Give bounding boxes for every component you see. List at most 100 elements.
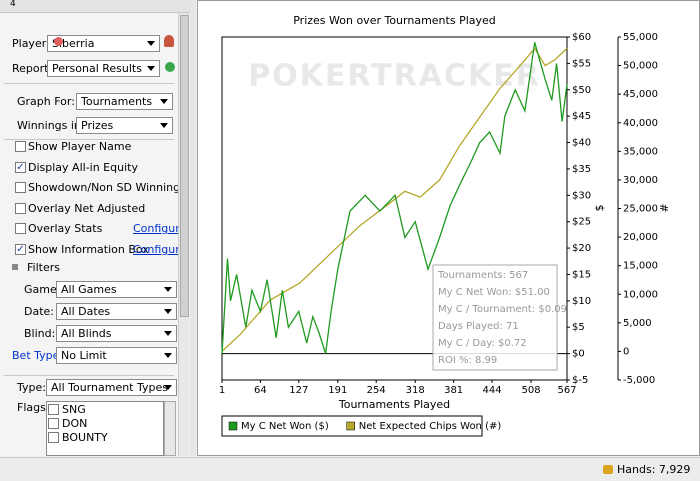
field-label: Game: [24, 283, 61, 296]
field-label[interactable]: Bet Type: [12, 349, 64, 362]
y-tick-label: $10 [572, 296, 591, 307]
player-icon [54, 37, 63, 46]
flag-list[interactable] [46, 401, 164, 456]
chips-icon [603, 465, 613, 474]
info-line: My C Net Won: $51.00 [438, 287, 550, 298]
y2-tick-label: -5,000 [623, 375, 655, 386]
flag-label[interactable]: BOUNTY [62, 431, 108, 444]
x-axis-label: Tournaments Played [338, 398, 450, 411]
splitter[interactable] [190, 0, 196, 456]
checkbox[interactable] [15, 223, 26, 235]
checkbox-label[interactable]: Overlay Net Adjusted [28, 201, 146, 215]
dropdown[interactable]: All Dates [56, 303, 177, 320]
y2-tick-label: 0 [623, 346, 629, 357]
flag-label[interactable]: SNG [62, 403, 86, 416]
configure-link[interactable]: Configure [133, 222, 187, 236]
checkbox[interactable] [15, 202, 26, 214]
y2-tick-label: 10,000 [623, 289, 658, 300]
info-line: Days Played: 71 [438, 321, 519, 332]
y-tick-label: $40 [572, 138, 591, 149]
y-tick-label: $45 [572, 111, 591, 122]
y-tick-label: $5 [572, 322, 585, 333]
legend-swatch [228, 421, 238, 431]
chart: Prizes Won over Tournaments Played POKERT… [197, 0, 700, 456]
info-line: My C / Day: $0.72 [438, 338, 527, 349]
hands-count: Hands: 7,929 [617, 463, 691, 476]
configure-link[interactable]: Configure [133, 243, 187, 256]
y-tick-label: $30 [572, 190, 591, 201]
info-box: Tournaments: 567 My C Net Won: $51.00 My C… [432, 264, 567, 371]
series-line [221, 47, 568, 352]
y2-axis-label: # [658, 203, 671, 212]
x-tick-label: 381 [444, 385, 463, 396]
x-tick-label: 254 [367, 385, 386, 396]
checkbox[interactable] [48, 404, 59, 415]
x-tick-label: 444 [482, 385, 501, 396]
y-tick-label: $-5 [572, 375, 588, 386]
separator [4, 139, 174, 140]
y2-tick-label: 40,000 [623, 118, 658, 129]
y2-tick-label: 50,000 [623, 61, 658, 72]
checkbox[interactable]: ✓ [15, 161, 26, 173]
checkbox-label[interactable]: Show Information Box [28, 243, 149, 256]
legend-label: My C Net Won ($) [241, 421, 329, 432]
checkbox[interactable] [15, 182, 26, 194]
dropdown[interactable]: All Tournament Types [46, 379, 177, 396]
x-tick-label: 567 [557, 385, 576, 396]
dropdown[interactable]: All Games [56, 281, 177, 298]
info-line: Tournaments: 567 [437, 270, 528, 281]
y-tick-label: $15 [572, 269, 591, 280]
dropdown[interactable]: All Blinds [56, 325, 177, 342]
y2-tick-label: 35,000 [623, 146, 658, 157]
user-icon[interactable] [164, 35, 174, 47]
list-scrollbar[interactable] [164, 401, 176, 456]
checkbox[interactable]: ✓ [15, 244, 26, 255]
collapse-icon[interactable] [12, 264, 18, 270]
field-label: Date: [24, 305, 54, 318]
dropdown[interactable]: No Limit [56, 347, 177, 364]
y-tick-label: $25 [572, 217, 591, 228]
x-tick-label: 64 [254, 385, 267, 396]
legend-swatch [346, 421, 355, 431]
checkbox-label[interactable]: Overlay Stats [28, 222, 103, 236]
status-bar: Hands: 7,929 [0, 457, 700, 481]
x-tick-label: 1 [219, 385, 225, 396]
chart-title: Prizes Won over Tournaments Played [293, 14, 496, 27]
x-tick-label: 191 [328, 385, 347, 396]
checkbox[interactable] [15, 141, 26, 152]
info-line: ROI %: 8.99 [438, 355, 497, 366]
dropdown[interactable]: Siberria [47, 35, 160, 52]
x-tick-label: 127 [289, 385, 308, 396]
checkbox-label[interactable]: Showdown/Non SD Winnings [28, 181, 186, 195]
y-tick-label: $60 [572, 32, 591, 43]
y-tick-label: $35 [572, 164, 591, 175]
sidebar: Player: Siberria Report: Personal Results Gr… [0, 13, 186, 456]
help-icon[interactable] [165, 62, 175, 72]
checkbox[interactable] [48, 432, 59, 443]
checkbox[interactable] [48, 418, 59, 429]
flag-label[interactable]: DON [62, 417, 88, 430]
checkbox-label[interactable]: Display All-in Equity [28, 160, 138, 174]
y2-tick-label: 5,000 [623, 318, 652, 329]
scroll-thumb[interactable] [180, 15, 189, 317]
dropdown[interactable]: Tournaments [76, 93, 173, 110]
field-label: Winnings in: [17, 119, 85, 132]
checkbox-label[interactable]: Show Player Name [28, 140, 132, 153]
x-tick-label: 318 [406, 385, 425, 396]
scrollbar[interactable] [178, 13, 189, 456]
field-label: Player: [12, 37, 50, 50]
dropdown[interactable]: Personal Results [47, 60, 160, 77]
field-label: Type: [17, 381, 46, 394]
section-title: Filters [27, 261, 60, 274]
field-label: Graph For: [17, 95, 75, 108]
y2-tick-label: 15,000 [623, 261, 658, 272]
dropdown[interactable]: Prizes [76, 117, 173, 134]
legend-label: Net Expected Chips Won (#) [359, 421, 502, 432]
info-line: My C / Tournament: $0.09 [438, 304, 567, 315]
tab[interactable]: 4 [10, 0, 16, 9]
y-tick-label: $50 [572, 85, 591, 96]
field-label: Blind: [24, 327, 56, 340]
y2-tick-label: 20,000 [623, 232, 658, 243]
y2-tick-label: 55,000 [623, 32, 658, 43]
